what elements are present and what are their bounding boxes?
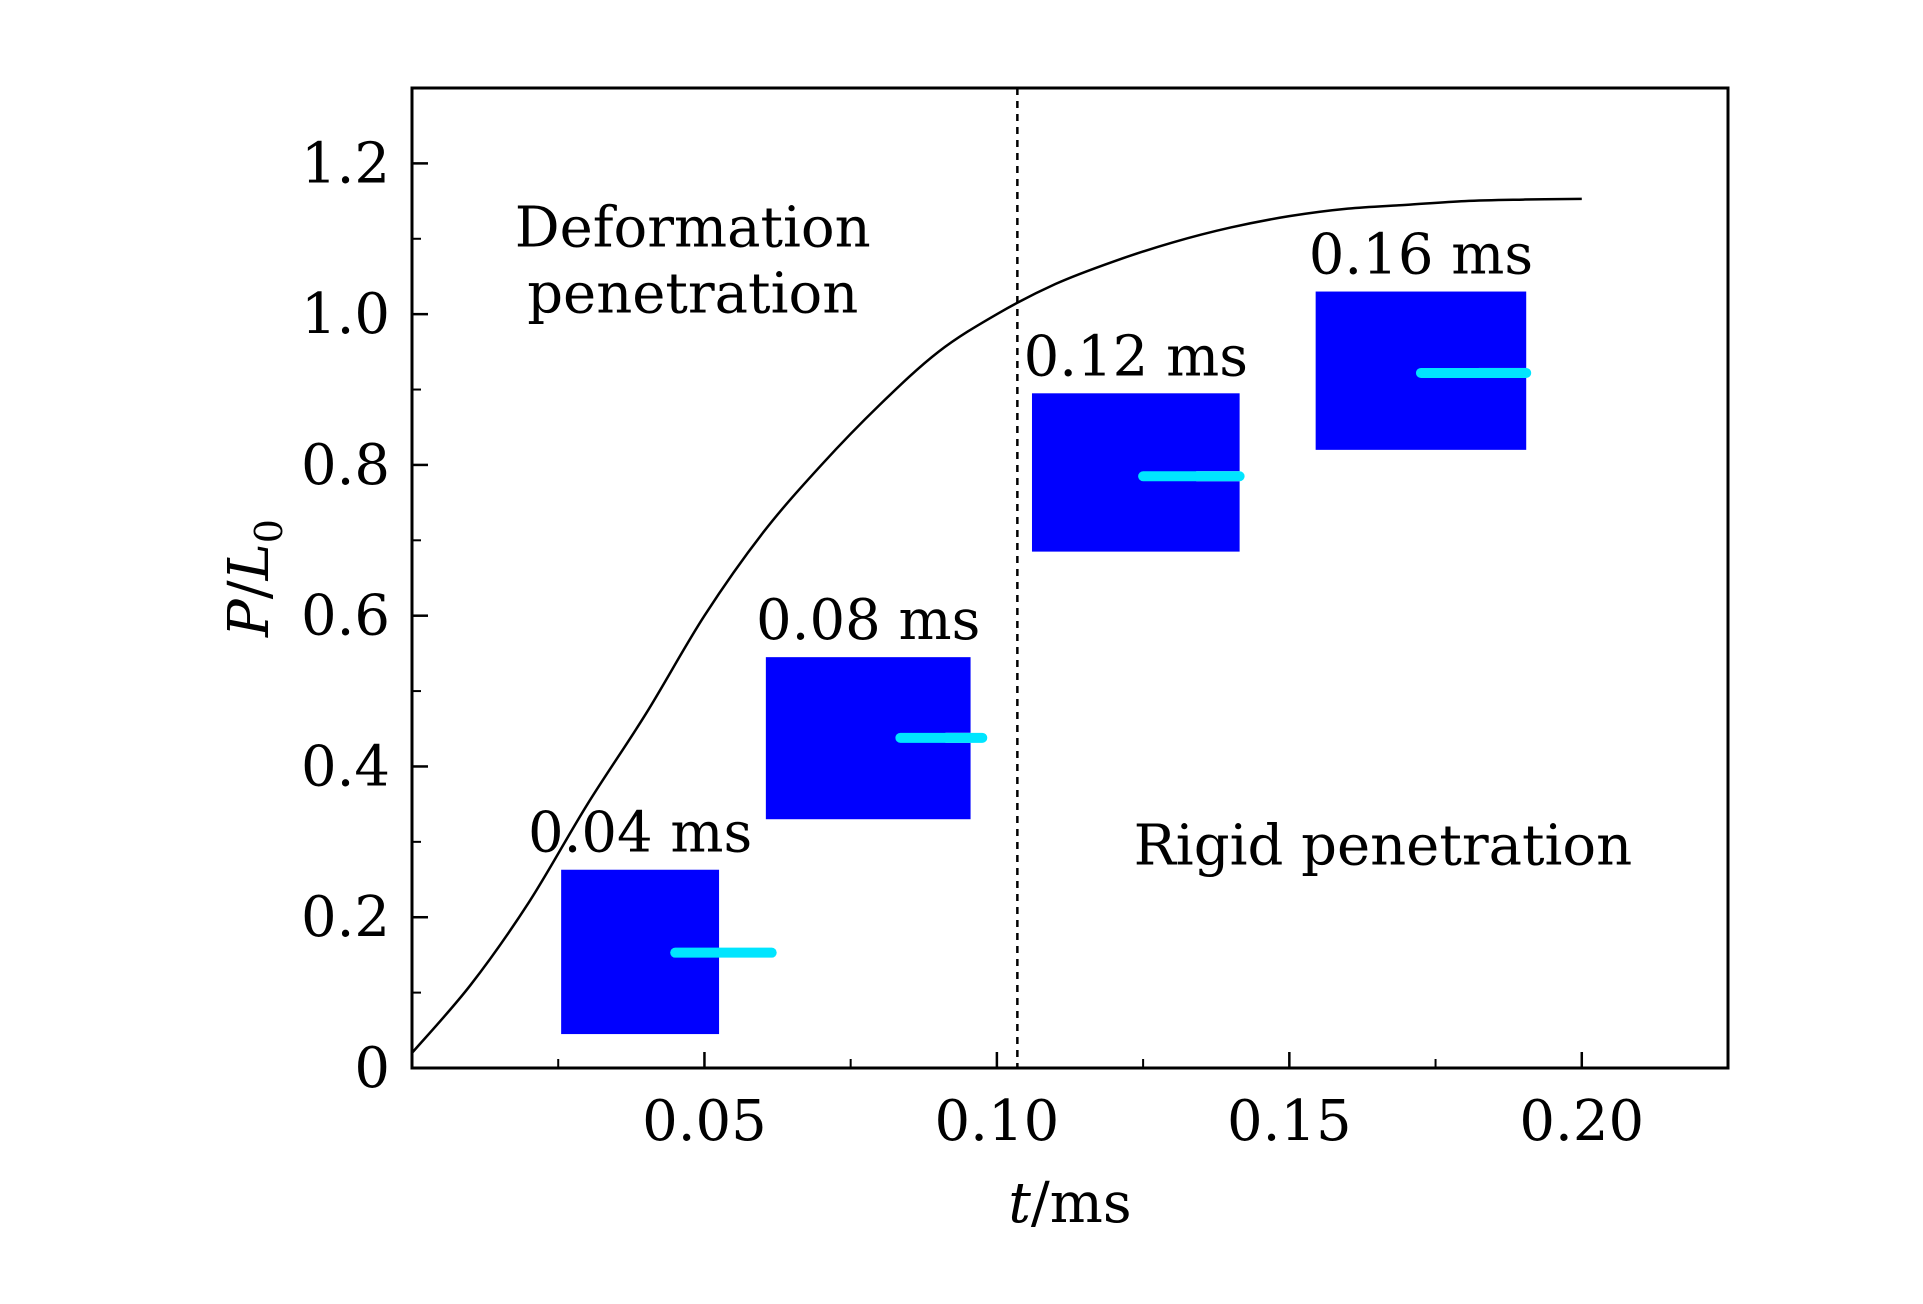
y-tick-label: 0 bbox=[354, 1036, 390, 1101]
region-label-line: Rigid penetration bbox=[1134, 813, 1633, 878]
snapshots-layer bbox=[561, 291, 1532, 1035]
labels-layer: 0.05 0.10 0.15 0.20 0 0.2 0.4 0.6 0.8 1.0 1.2 0.04 … bbox=[301, 131, 1644, 1154]
region-label-line: Deformation bbox=[515, 195, 871, 260]
x-tick-label: 0.05 bbox=[642, 1089, 767, 1154]
y-tick-label: 1.0 bbox=[301, 282, 390, 347]
snapshot-time-label: 0.16 ms bbox=[1309, 223, 1533, 288]
region-label-line: penetration bbox=[527, 261, 858, 326]
y-axis-title: P/L0 bbox=[217, 519, 291, 638]
x-tick-label: 0.20 bbox=[1519, 1089, 1644, 1154]
snapshot-time-label: 0.12 ms bbox=[1024, 324, 1248, 389]
x-tick-label: 0.10 bbox=[935, 1089, 1060, 1154]
y-tick-label: 0.2 bbox=[301, 885, 390, 950]
y-axis-sub: 0 bbox=[247, 519, 291, 543]
rigid-region-label: Rigid penetration bbox=[1134, 813, 1633, 878]
y-axis-var: P bbox=[217, 598, 282, 638]
y-tick-label: 0.6 bbox=[301, 584, 390, 649]
y-axis-sep: / bbox=[217, 580, 282, 599]
penetration-curve bbox=[412, 197, 1582, 1054]
x-axis-unit: /ms bbox=[1031, 1171, 1132, 1236]
x-tick-label: 0.15 bbox=[1227, 1089, 1352, 1154]
y-tick-label: 0.8 bbox=[301, 433, 390, 498]
x-axis-title: t/ms bbox=[1008, 1171, 1131, 1236]
plot-frame bbox=[410, 86, 1730, 1070]
ticks-layer bbox=[412, 162, 1584, 1070]
y-axis-var2: L bbox=[217, 543, 282, 581]
deformation-region-label: Deformation penetration bbox=[515, 195, 871, 326]
snapshot-time-label: 0.08 ms bbox=[756, 588, 980, 653]
x-axis-var: t bbox=[1008, 1171, 1031, 1236]
y-tick-label: 0.4 bbox=[301, 734, 390, 799]
snapshot-time-label: 0.04 ms bbox=[528, 801, 752, 866]
series-layer bbox=[412, 88, 1582, 1068]
y-tick-label: 1.2 bbox=[301, 131, 390, 196]
